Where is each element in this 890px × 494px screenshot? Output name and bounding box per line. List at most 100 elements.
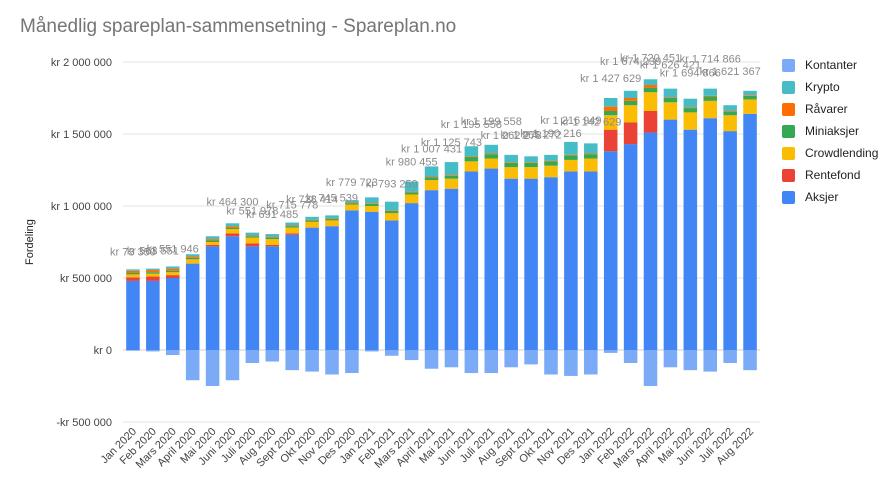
bar-segment	[643, 110, 658, 133]
data-label: kr 563 551	[127, 246, 179, 258]
y-axis-title: Fordeling	[24, 219, 36, 265]
data-label: kr 1 265 272	[501, 129, 562, 141]
data-label: kr 728 414	[286, 194, 338, 206]
bar-segment	[305, 221, 319, 228]
bar-segment	[584, 153, 598, 155]
bar-segment	[325, 218, 339, 221]
bar-segment-negative	[345, 350, 359, 374]
bar-segment	[325, 215, 339, 219]
bar-segment	[285, 233, 299, 235]
bar-segment-negative	[146, 350, 160, 352]
bar-segment	[325, 220, 339, 227]
bar-segment	[743, 99, 757, 114]
bar-segment	[185, 256, 200, 258]
bar-segment-negative	[703, 350, 718, 372]
bar-segment	[265, 237, 280, 240]
bar-segment	[205, 244, 220, 247]
data-label: kr 1 125 743	[421, 137, 482, 149]
bar-segment-negative	[205, 350, 220, 386]
bar-segment	[564, 141, 578, 155]
legend-swatch	[782, 168, 795, 182]
bar-segment	[564, 154, 578, 156]
y-tick-label: kr 500 000	[60, 273, 112, 285]
bar-segment	[345, 202, 359, 204]
bar-segment-negative	[424, 350, 439, 369]
data-label: kr 1 720 451	[620, 52, 681, 64]
bar-segment-negative	[524, 350, 538, 365]
bar-segment	[464, 171, 479, 350]
bar-segment	[584, 171, 598, 350]
bar-segment	[384, 211, 399, 214]
bar-segment	[663, 88, 678, 98]
bar-segment	[444, 175, 459, 179]
bar-segment	[524, 156, 538, 163]
chart-title: Månedlig spareplan-sammensetning - Spare…	[20, 16, 457, 37]
bar-segment	[126, 272, 140, 275]
bar-segment-negative	[225, 350, 240, 381]
bar-segment	[365, 203, 379, 204]
bar-segment	[703, 96, 718, 101]
bar-segment	[285, 222, 299, 226]
data-label: kr 1 007 431	[401, 143, 462, 155]
bar-segment-negative	[185, 350, 200, 381]
bar-segment	[584, 143, 598, 154]
bar-segment	[564, 155, 578, 160]
bar-segment	[663, 97, 678, 98]
legend-swatch	[782, 190, 795, 204]
bar-segment	[723, 111, 737, 116]
bar-segment	[325, 226, 339, 350]
bar-segment	[365, 203, 379, 206]
bar-segment	[663, 102, 678, 120]
data-label: kr 1 190 216	[520, 128, 581, 140]
bar-segment	[404, 203, 419, 350]
bar-segment	[504, 162, 518, 163]
bar-segment	[225, 223, 240, 227]
data-label: kr 1 674 239	[600, 56, 661, 68]
bar-segment	[205, 246, 220, 350]
bar-segment	[245, 237, 260, 244]
bar-segment	[265, 234, 280, 237]
bar-segment	[165, 278, 180, 350]
bar-segment-negative	[365, 350, 379, 352]
bar-segment	[484, 144, 499, 154]
bar-segment	[723, 131, 737, 350]
data-label: kr 1 626 421	[640, 60, 701, 72]
bar-segment	[146, 280, 160, 350]
bar-segment	[305, 216, 319, 220]
data-label: kr 1 142 629	[560, 116, 621, 128]
bar-segment	[723, 110, 737, 112]
data-label: kr 551 946	[147, 243, 199, 255]
legend-item: Krypto	[782, 76, 878, 98]
bar-segment	[703, 100, 718, 119]
bar-segment	[345, 203, 359, 205]
bar-segment	[126, 280, 140, 350]
bar-segment	[245, 232, 260, 236]
bar-segment-negative	[464, 350, 479, 374]
bar-segment	[584, 154, 598, 159]
bar-segment	[623, 105, 638, 123]
data-label: kr 779 723	[326, 177, 378, 189]
bar-segment	[345, 200, 359, 203]
bar-segment	[345, 210, 359, 350]
bar-segment	[424, 166, 439, 177]
bar-segment	[504, 178, 518, 350]
bar-segment	[743, 95, 757, 96]
bar-segment	[225, 226, 240, 228]
data-label: kr 464 300	[206, 196, 258, 208]
bar-segment	[603, 151, 618, 350]
data-label: kr 745 539	[306, 192, 358, 204]
bar-segment-negative	[683, 350, 698, 371]
bar-segment	[265, 246, 280, 350]
legend: Kontanter Krypto Råvarer Miniaksjer Crowdlen…	[782, 54, 878, 208]
bar-segment	[464, 157, 479, 162]
bar-segment	[225, 236, 240, 350]
legend-label: Crowdlending	[805, 146, 879, 160]
bar-segment	[325, 218, 339, 219]
bar-segment	[165, 275, 180, 278]
bar-segment	[126, 269, 140, 271]
bar-segment	[146, 273, 160, 277]
bar-segment	[205, 239, 220, 241]
bar-segment	[603, 110, 618, 116]
bar-segment	[544, 161, 558, 166]
bar-segment	[584, 158, 598, 172]
